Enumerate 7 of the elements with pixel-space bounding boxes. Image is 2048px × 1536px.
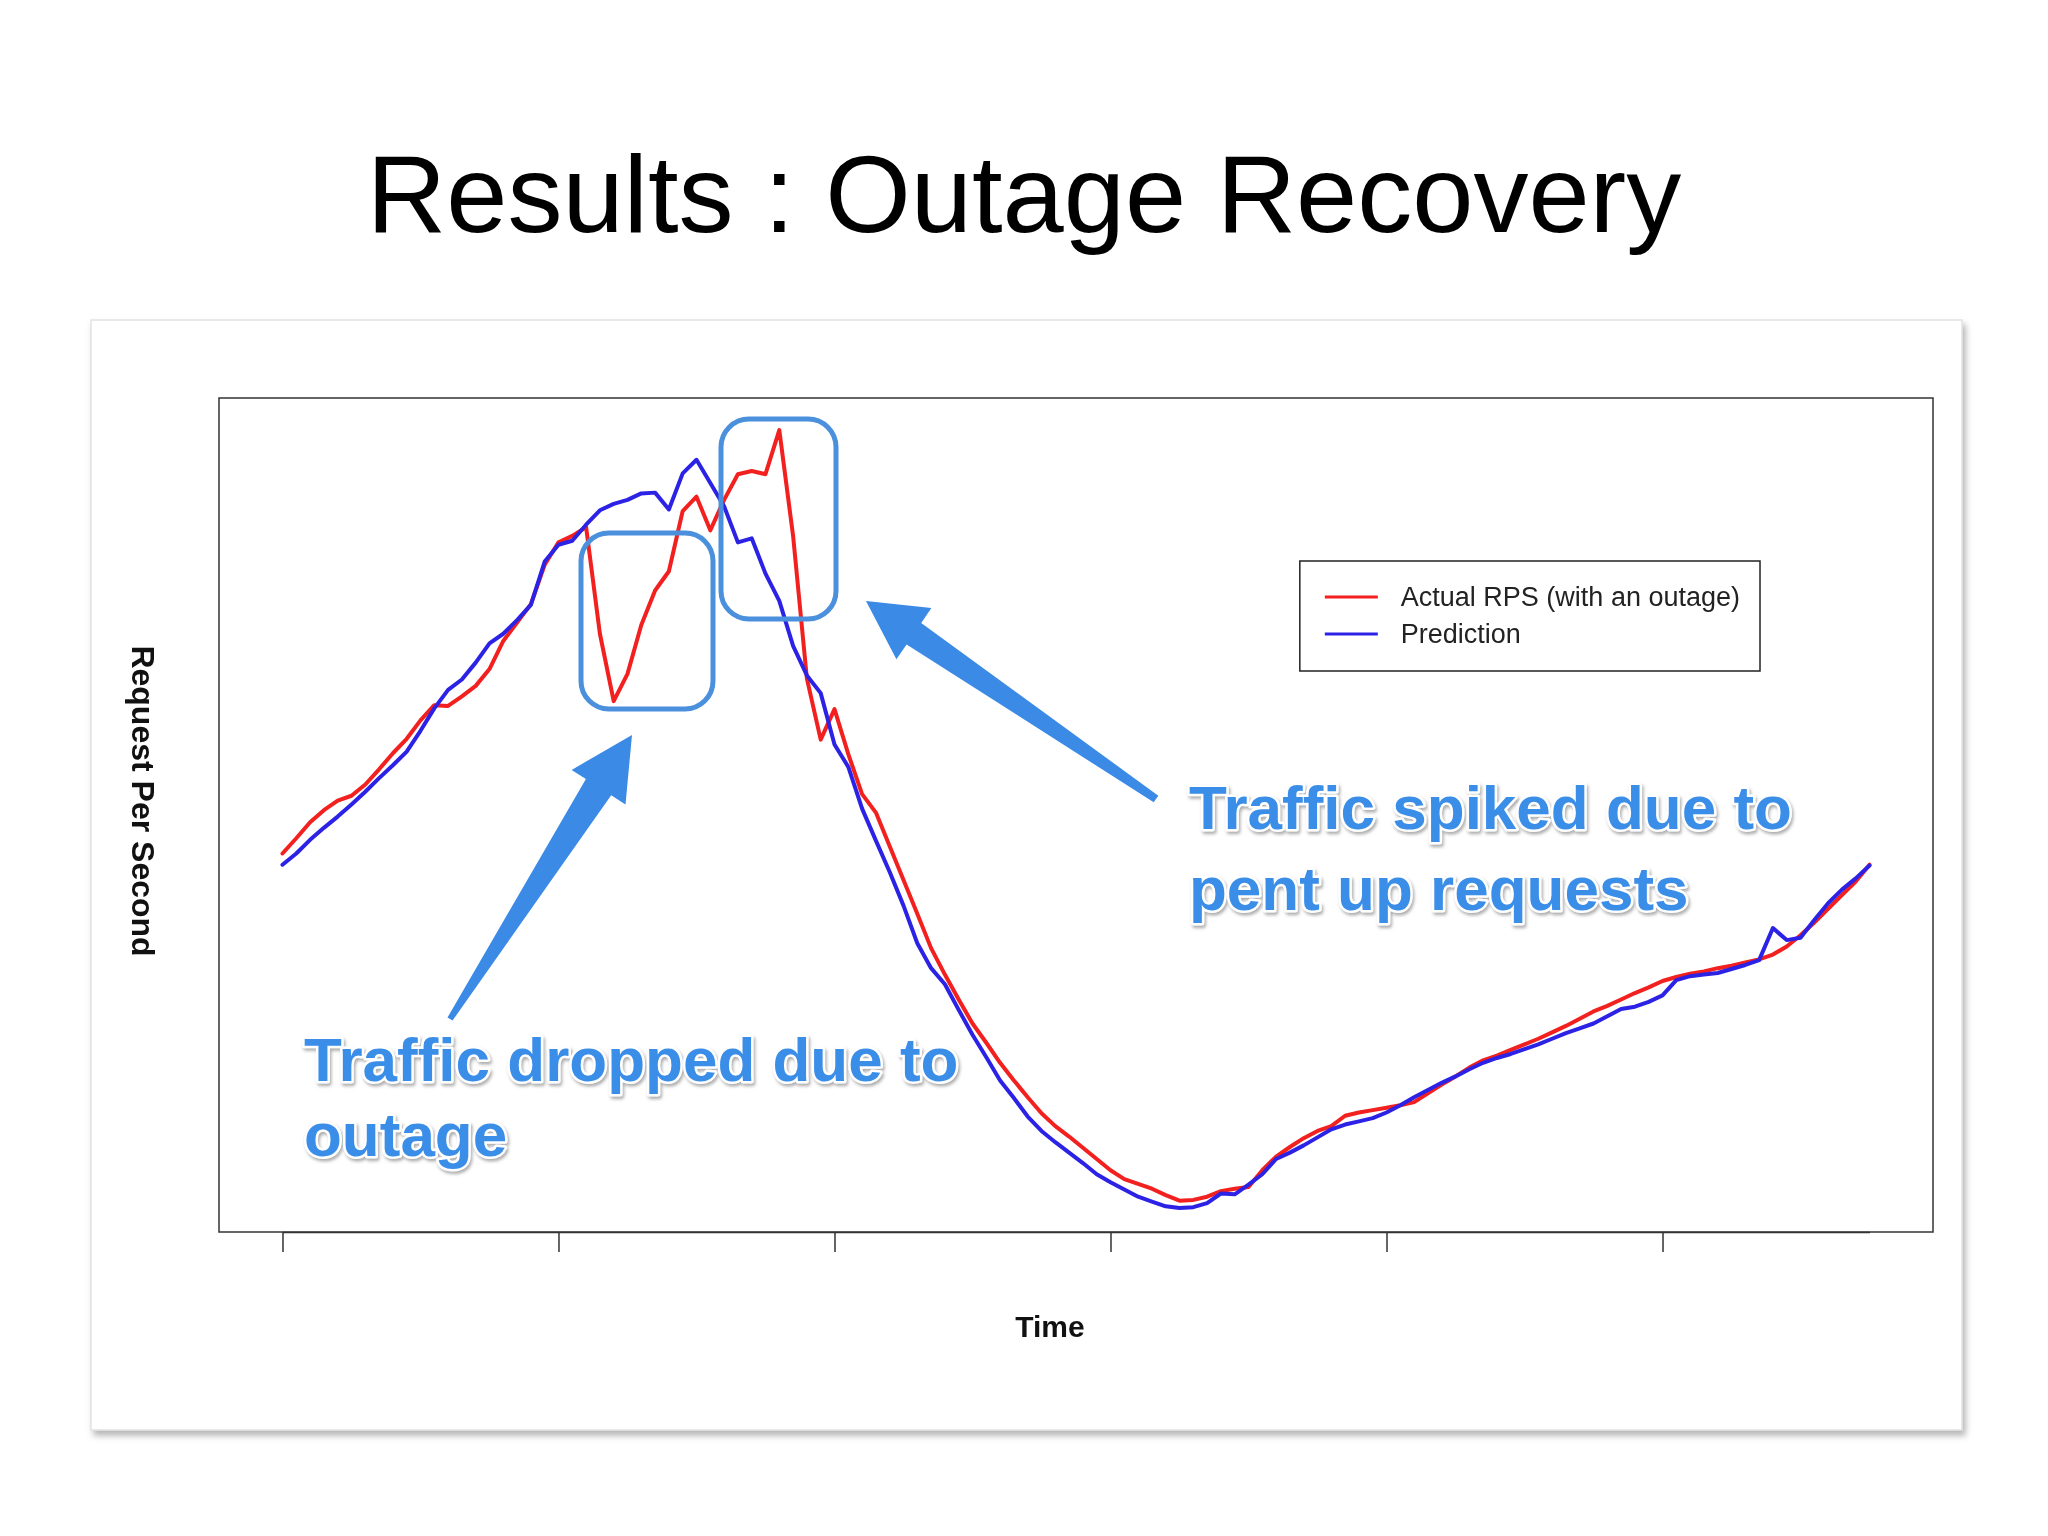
x-axis-title: Time [1015,1310,1085,1343]
legend-label: Prediction [1400,619,1521,649]
annotation: Traffic spiked due to pent up requests [1189,773,1792,923]
y-axis-title: Request Per Second [125,645,161,957]
legend-label: Actual RPS (with an outage) [1400,582,1741,612]
chart-title: Results : Outage Recovery [366,132,1682,255]
annotation: Traffic dropped due to outage [304,1025,959,1169]
